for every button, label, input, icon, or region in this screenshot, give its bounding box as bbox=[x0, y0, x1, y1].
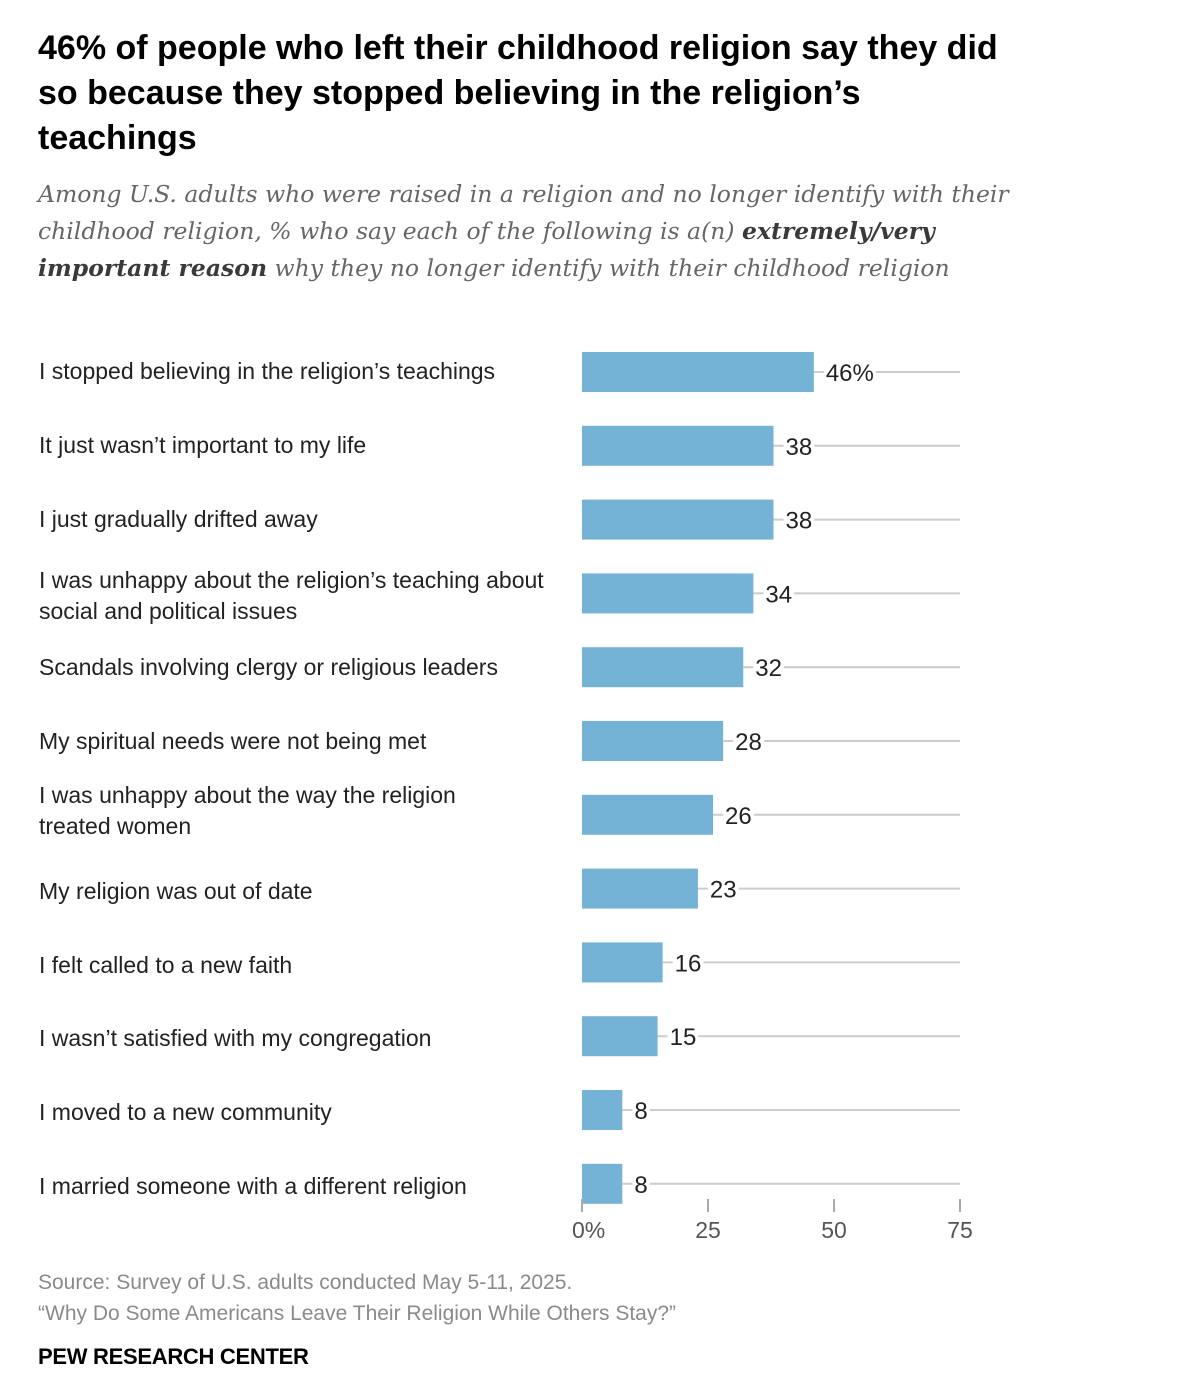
category-label: I stopped believing in the religion’s te… bbox=[39, 358, 496, 384]
value-label: 34 bbox=[765, 581, 792, 608]
x-tick-label: 0% bbox=[572, 1217, 605, 1243]
value-label-bg bbox=[723, 800, 754, 829]
value-label: 28 bbox=[735, 729, 762, 756]
value-label: 32 bbox=[755, 655, 782, 682]
bar bbox=[582, 499, 774, 540]
value-label: 26 bbox=[725, 803, 752, 830]
bar bbox=[582, 425, 774, 466]
category-label: I was unhappy about the religion’s teach… bbox=[39, 567, 544, 624]
value-label: 38 bbox=[786, 508, 813, 535]
value-label: 15 bbox=[670, 1024, 697, 1051]
bar bbox=[582, 573, 754, 614]
brand-logo: PEW RESEARCH CENTER bbox=[38, 1344, 309, 1369]
value-label-bg bbox=[667, 1022, 699, 1051]
category-label: I was unhappy about the way the religion… bbox=[39, 782, 456, 839]
x-tick-label: 25 bbox=[695, 1217, 721, 1243]
category-label: My religion was out of date bbox=[39, 878, 313, 904]
value-label: 38 bbox=[786, 434, 813, 461]
bar-chart: 46% 38 38 34 32 28 26 23 16 15 8 8 0% 25 50 75 bbox=[572, 352, 973, 1243]
category-label: I just gradually drifted away bbox=[39, 506, 318, 532]
bar bbox=[582, 794, 714, 835]
category-label: I married someone with a different relig… bbox=[39, 1173, 467, 1199]
value-label: 8 bbox=[634, 1172, 647, 1199]
bar bbox=[582, 352, 814, 392]
source-note: Source: Survey of U.S. adults conducted … bbox=[38, 1271, 573, 1294]
subtitle-text-2: why they no longer identify with their c… bbox=[267, 254, 950, 282]
category-label: I moved to a new community bbox=[39, 1099, 332, 1125]
value-label-bg bbox=[707, 874, 739, 903]
value-label-bg bbox=[763, 579, 795, 608]
category-label: Scandals involving clergy or religious l… bbox=[39, 654, 498, 680]
subtitle-text-1: Among U.S. adults who were raised in a r… bbox=[38, 180, 1009, 245]
value-label: 16 bbox=[675, 950, 702, 977]
category-label: I wasn’t satisfied with my congregation bbox=[39, 1025, 432, 1051]
bar bbox=[582, 868, 698, 909]
chart-title: 46% of people who left their childhood r… bbox=[38, 29, 998, 157]
category-label: I felt called to a new faith bbox=[39, 952, 293, 978]
value-label: 46% bbox=[826, 360, 874, 387]
category-label: My spiritual needs were not being met bbox=[39, 728, 427, 754]
value-label-bg bbox=[672, 948, 704, 977]
value-label-bg bbox=[783, 505, 815, 534]
value-label: 23 bbox=[710, 877, 737, 904]
value-label-bg bbox=[632, 1169, 650, 1198]
x-tick-label: 75 bbox=[947, 1217, 973, 1243]
x-tick-label: 50 bbox=[821, 1217, 847, 1243]
subtitle-emphasis: extremely/very important reason bbox=[38, 217, 935, 282]
category-label: It just wasn’t important to my life bbox=[39, 432, 367, 458]
bar bbox=[582, 942, 663, 983]
report-title: “Why Do Some Americans Leave Their Relig… bbox=[38, 1302, 677, 1325]
value-label-bg bbox=[733, 727, 764, 755]
bar bbox=[582, 647, 744, 688]
value-label-bg bbox=[783, 431, 815, 460]
value-label-bg bbox=[823, 358, 876, 386]
bar bbox=[582, 1016, 658, 1057]
bar bbox=[582, 721, 724, 761]
bar bbox=[582, 1090, 623, 1130]
bar bbox=[582, 1163, 623, 1204]
value-label: 8 bbox=[634, 1098, 647, 1125]
chart-subtitle: Among U.S. adults who were raised in a r… bbox=[38, 176, 1028, 287]
value-label-bg bbox=[632, 1096, 650, 1124]
value-label-bg bbox=[753, 653, 784, 682]
